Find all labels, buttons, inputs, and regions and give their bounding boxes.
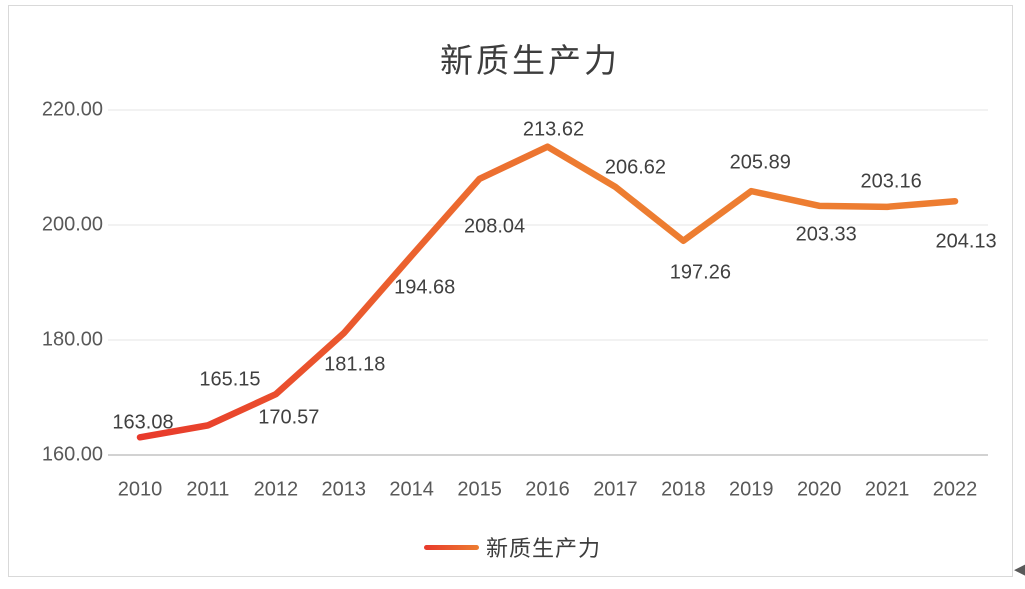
chart-title: 新质生产力 — [440, 41, 620, 80]
series-line[interactable] — [136, 143, 959, 441]
x-tick-label: 2022 — [932, 478, 978, 501]
x-tick-label: 2013 — [321, 478, 367, 501]
legend[interactable]: 新质生产力 — [0, 531, 1025, 563]
x-tick-label: 2011 — [186, 478, 230, 501]
data-label: 194.68 — [394, 276, 456, 299]
data-label: 208.04 — [464, 215, 526, 238]
data-label: 170.57 — [258, 406, 320, 429]
data-label: 165.15 — [199, 368, 261, 391]
data-label: 163.08 — [112, 411, 174, 434]
legend-line-swatch — [423, 544, 479, 550]
x-tick-label: 2012 — [253, 478, 299, 501]
data-label: 203.33 — [795, 223, 857, 246]
data-label: 213.62 — [522, 118, 585, 141]
data-label: 204.13 — [935, 230, 997, 253]
data-label: 197.26 — [669, 261, 731, 284]
chart-border — [8, 5, 1013, 577]
x-tick-label: 2017 — [593, 478, 638, 501]
y-tick-label: 200.00 — [41, 213, 103, 236]
y-tick-label: 220.00 — [41, 98, 103, 121]
legend-label: 新质生产力 — [485, 537, 601, 562]
x-tick-label: 2016 — [525, 478, 570, 501]
data-label: 181.18 — [324, 353, 386, 376]
x-tick-label: 2019 — [729, 478, 774, 501]
data-label: 205.89 — [729, 151, 791, 174]
data-label: 203.16 — [860, 170, 922, 193]
y-tick-label: 180.00 — [41, 328, 103, 351]
x-tick-label: 2010 — [117, 478, 163, 501]
x-tick-label: 2020 — [796, 478, 842, 501]
data-label: 206.62 — [604, 156, 667, 179]
x-tick-label: 2014 — [389, 478, 434, 501]
x-tick-label: 2018 — [661, 478, 706, 501]
x-tick-label: 2015 — [457, 478, 502, 501]
left-arrow-cursor-icon: ◀ — [1014, 561, 1025, 578]
x-tick-label: 2021 — [864, 478, 910, 501]
y-tick-label: 160.00 — [41, 443, 103, 466]
